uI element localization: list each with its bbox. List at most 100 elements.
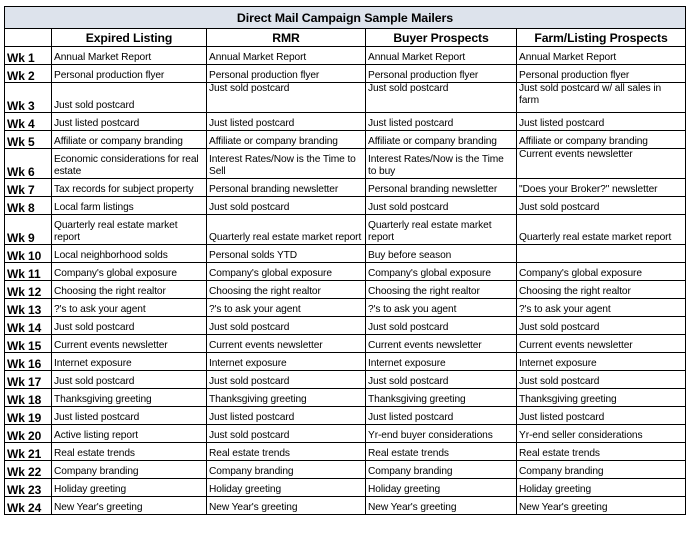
cell-buyer-prospects[interactable]: Quarterly real estate market report	[365, 214, 517, 245]
cell-farm-listing-prospects[interactable]: Company branding	[516, 460, 686, 479]
header-cell-week[interactable]	[4, 28, 52, 47]
cell-farm-listing-prospects[interactable]: Thanksgiving greeting	[516, 388, 686, 407]
cell-farm-listing-prospects[interactable]: "Does your Broker?" newsletter	[516, 178, 686, 197]
week-cell[interactable]: Wk 22	[4, 460, 52, 479]
cell-expired-listing[interactable]: Quarterly real estate market report	[51, 214, 207, 245]
cell-farm-listing-prospects[interactable]: Personal production flyer	[516, 64, 686, 83]
cell-rmr[interactable]: Just sold postcard	[206, 196, 366, 215]
cell-expired-listing[interactable]: Just sold postcard	[51, 370, 207, 389]
week-cell[interactable]: Wk 24	[4, 496, 52, 515]
cell-rmr[interactable]: Choosing the right realtor	[206, 280, 366, 299]
cell-buyer-prospects[interactable]: Interest Rates/Now is the Time to buy	[365, 148, 517, 179]
cell-buyer-prospects[interactable]: Just sold postcard	[365, 196, 517, 215]
week-cell[interactable]: Wk 7	[4, 178, 52, 197]
cell-rmr[interactable]: Quarterly real estate market report	[206, 214, 366, 245]
cell-expired-listing[interactable]: Local neighborhood solds	[51, 244, 207, 263]
cell-expired-listing[interactable]: ?'s to ask your agent	[51, 298, 207, 317]
cell-expired-listing[interactable]: Real estate trends	[51, 442, 207, 461]
cell-farm-listing-prospects[interactable]: Just sold postcard	[516, 370, 686, 389]
cell-rmr[interactable]: Annual Market Report	[206, 46, 366, 65]
cell-buyer-prospects[interactable]: Just sold postcard	[365, 82, 517, 113]
cell-buyer-prospects[interactable]: Just listed postcard	[365, 112, 517, 131]
cell-rmr[interactable]: Real estate trends	[206, 442, 366, 461]
cell-rmr[interactable]: Just sold postcard	[206, 424, 366, 443]
cell-buyer-prospects[interactable]: Holiday greeting	[365, 478, 517, 497]
cell-rmr[interactable]: Affiliate or company branding	[206, 130, 366, 149]
cell-farm-listing-prospects[interactable]: Current events newsletter	[516, 334, 686, 353]
cell-buyer-prospects[interactable]: Choosing the right realtor	[365, 280, 517, 299]
cell-farm-listing-prospects[interactable]: New Year's greeting	[516, 496, 686, 515]
cell-expired-listing[interactable]: Just listed postcard	[51, 406, 207, 425]
cell-rmr[interactable]: Just listed postcard	[206, 112, 366, 131]
cell-expired-listing[interactable]: Personal production flyer	[51, 64, 207, 83]
week-cell[interactable]: Wk 20	[4, 424, 52, 443]
cell-rmr[interactable]: Personal branding newsletter	[206, 178, 366, 197]
cell-farm-listing-prospects[interactable]: Affiliate or company branding	[516, 130, 686, 149]
cell-expired-listing[interactable]: Thanksgiving greeting	[51, 388, 207, 407]
cell-buyer-prospects[interactable]: Yr-end buyer considerations	[365, 424, 517, 443]
cell-farm-listing-prospects[interactable]: Just sold postcard	[516, 316, 686, 335]
cell-rmr[interactable]: Thanksgiving greeting	[206, 388, 366, 407]
cell-expired-listing[interactable]: Active listing report	[51, 424, 207, 443]
cell-farm-listing-prospects[interactable]: Quarterly real estate market report	[516, 214, 686, 245]
week-cell[interactable]: Wk 19	[4, 406, 52, 425]
cell-expired-listing[interactable]: Just listed postcard	[51, 112, 207, 131]
week-cell[interactable]: Wk 18	[4, 388, 52, 407]
cell-rmr[interactable]: Internet exposure	[206, 352, 366, 371]
cell-rmr[interactable]: Just sold postcard	[206, 82, 366, 113]
cell-rmr[interactable]: Current events newsletter	[206, 334, 366, 353]
cell-expired-listing[interactable]: Just sold postcard	[51, 82, 207, 113]
week-cell[interactable]: Wk 12	[4, 280, 52, 299]
cell-rmr[interactable]: Personal production flyer	[206, 64, 366, 83]
week-cell[interactable]: Wk 9	[4, 214, 52, 245]
cell-buyer-prospects[interactable]: Just sold postcard	[365, 370, 517, 389]
cell-farm-listing-prospects[interactable]: Just listed postcard	[516, 112, 686, 131]
cell-buyer-prospects[interactable]: Internet exposure	[365, 352, 517, 371]
cell-expired-listing[interactable]: Company branding	[51, 460, 207, 479]
header-cell-farm-listing-prospects[interactable]: Farm/Listing Prospects	[516, 28, 686, 47]
cell-farm-listing-prospects[interactable]: Annual Market Report	[516, 46, 686, 65]
cell-expired-listing[interactable]: Economic considerations for real estate	[51, 148, 207, 179]
cell-rmr[interactable]: Just sold postcard	[206, 370, 366, 389]
cell-buyer-prospects[interactable]: Personal production flyer	[365, 64, 517, 83]
cell-rmr[interactable]: Company's global exposure	[206, 262, 366, 281]
week-cell[interactable]: Wk 14	[4, 316, 52, 335]
cell-buyer-prospects[interactable]: Buy before season	[365, 244, 517, 263]
cell-buyer-prospects[interactable]: Company's global exposure	[365, 262, 517, 281]
table-title[interactable]: Direct Mail Campaign Sample Mailers	[4, 6, 686, 29]
cell-expired-listing[interactable]: Current events newsletter	[51, 334, 207, 353]
week-cell[interactable]: Wk 4	[4, 112, 52, 131]
week-cell[interactable]: Wk 6	[4, 148, 52, 179]
week-cell[interactable]: Wk 16	[4, 352, 52, 371]
cell-farm-listing-prospects[interactable]: Internet exposure	[516, 352, 686, 371]
header-cell-buyer-prospects[interactable]: Buyer Prospects	[365, 28, 517, 47]
cell-buyer-prospects[interactable]: Personal branding newsletter	[365, 178, 517, 197]
cell-rmr[interactable]: Interest Rates/Now is the Time to Sell	[206, 148, 366, 179]
cell-farm-listing-prospects[interactable]: Company's global exposure	[516, 262, 686, 281]
cell-buyer-prospects[interactable]: Current events newsletter	[365, 334, 517, 353]
week-cell[interactable]: Wk 5	[4, 130, 52, 149]
week-cell[interactable]: Wk 8	[4, 196, 52, 215]
week-cell[interactable]: Wk 23	[4, 478, 52, 497]
cell-expired-listing[interactable]: Company's global exposure	[51, 262, 207, 281]
week-cell[interactable]: Wk 15	[4, 334, 52, 353]
week-cell[interactable]: Wk 21	[4, 442, 52, 461]
cell-rmr[interactable]: ?'s to ask your agent	[206, 298, 366, 317]
week-cell[interactable]: Wk 2	[4, 64, 52, 83]
cell-farm-listing-prospects[interactable]: Current events newsletter	[516, 148, 686, 179]
header-cell-rmr[interactable]: RMR	[206, 28, 366, 47]
cell-expired-listing[interactable]: New Year's greeting	[51, 496, 207, 515]
cell-farm-listing-prospects[interactable]: Just sold postcard	[516, 196, 686, 215]
cell-rmr[interactable]: Just listed postcard	[206, 406, 366, 425]
cell-farm-listing-prospects[interactable]: Just listed postcard	[516, 406, 686, 425]
cell-buyer-prospects[interactable]: Company branding	[365, 460, 517, 479]
cell-buyer-prospects[interactable]: Just sold postcard	[365, 316, 517, 335]
cell-buyer-prospects[interactable]: Just listed postcard	[365, 406, 517, 425]
cell-expired-listing[interactable]: Just sold postcard	[51, 316, 207, 335]
week-cell[interactable]: Wk 13	[4, 298, 52, 317]
cell-rmr[interactable]: Holiday greeting	[206, 478, 366, 497]
header-cell-expired-listing[interactable]: Expired Listing	[51, 28, 207, 47]
cell-farm-listing-prospects[interactable]: Yr-end seller considerations	[516, 424, 686, 443]
cell-farm-listing-prospects[interactable]: ?'s to ask your agent	[516, 298, 686, 317]
cell-farm-listing-prospects[interactable]	[516, 244, 686, 263]
